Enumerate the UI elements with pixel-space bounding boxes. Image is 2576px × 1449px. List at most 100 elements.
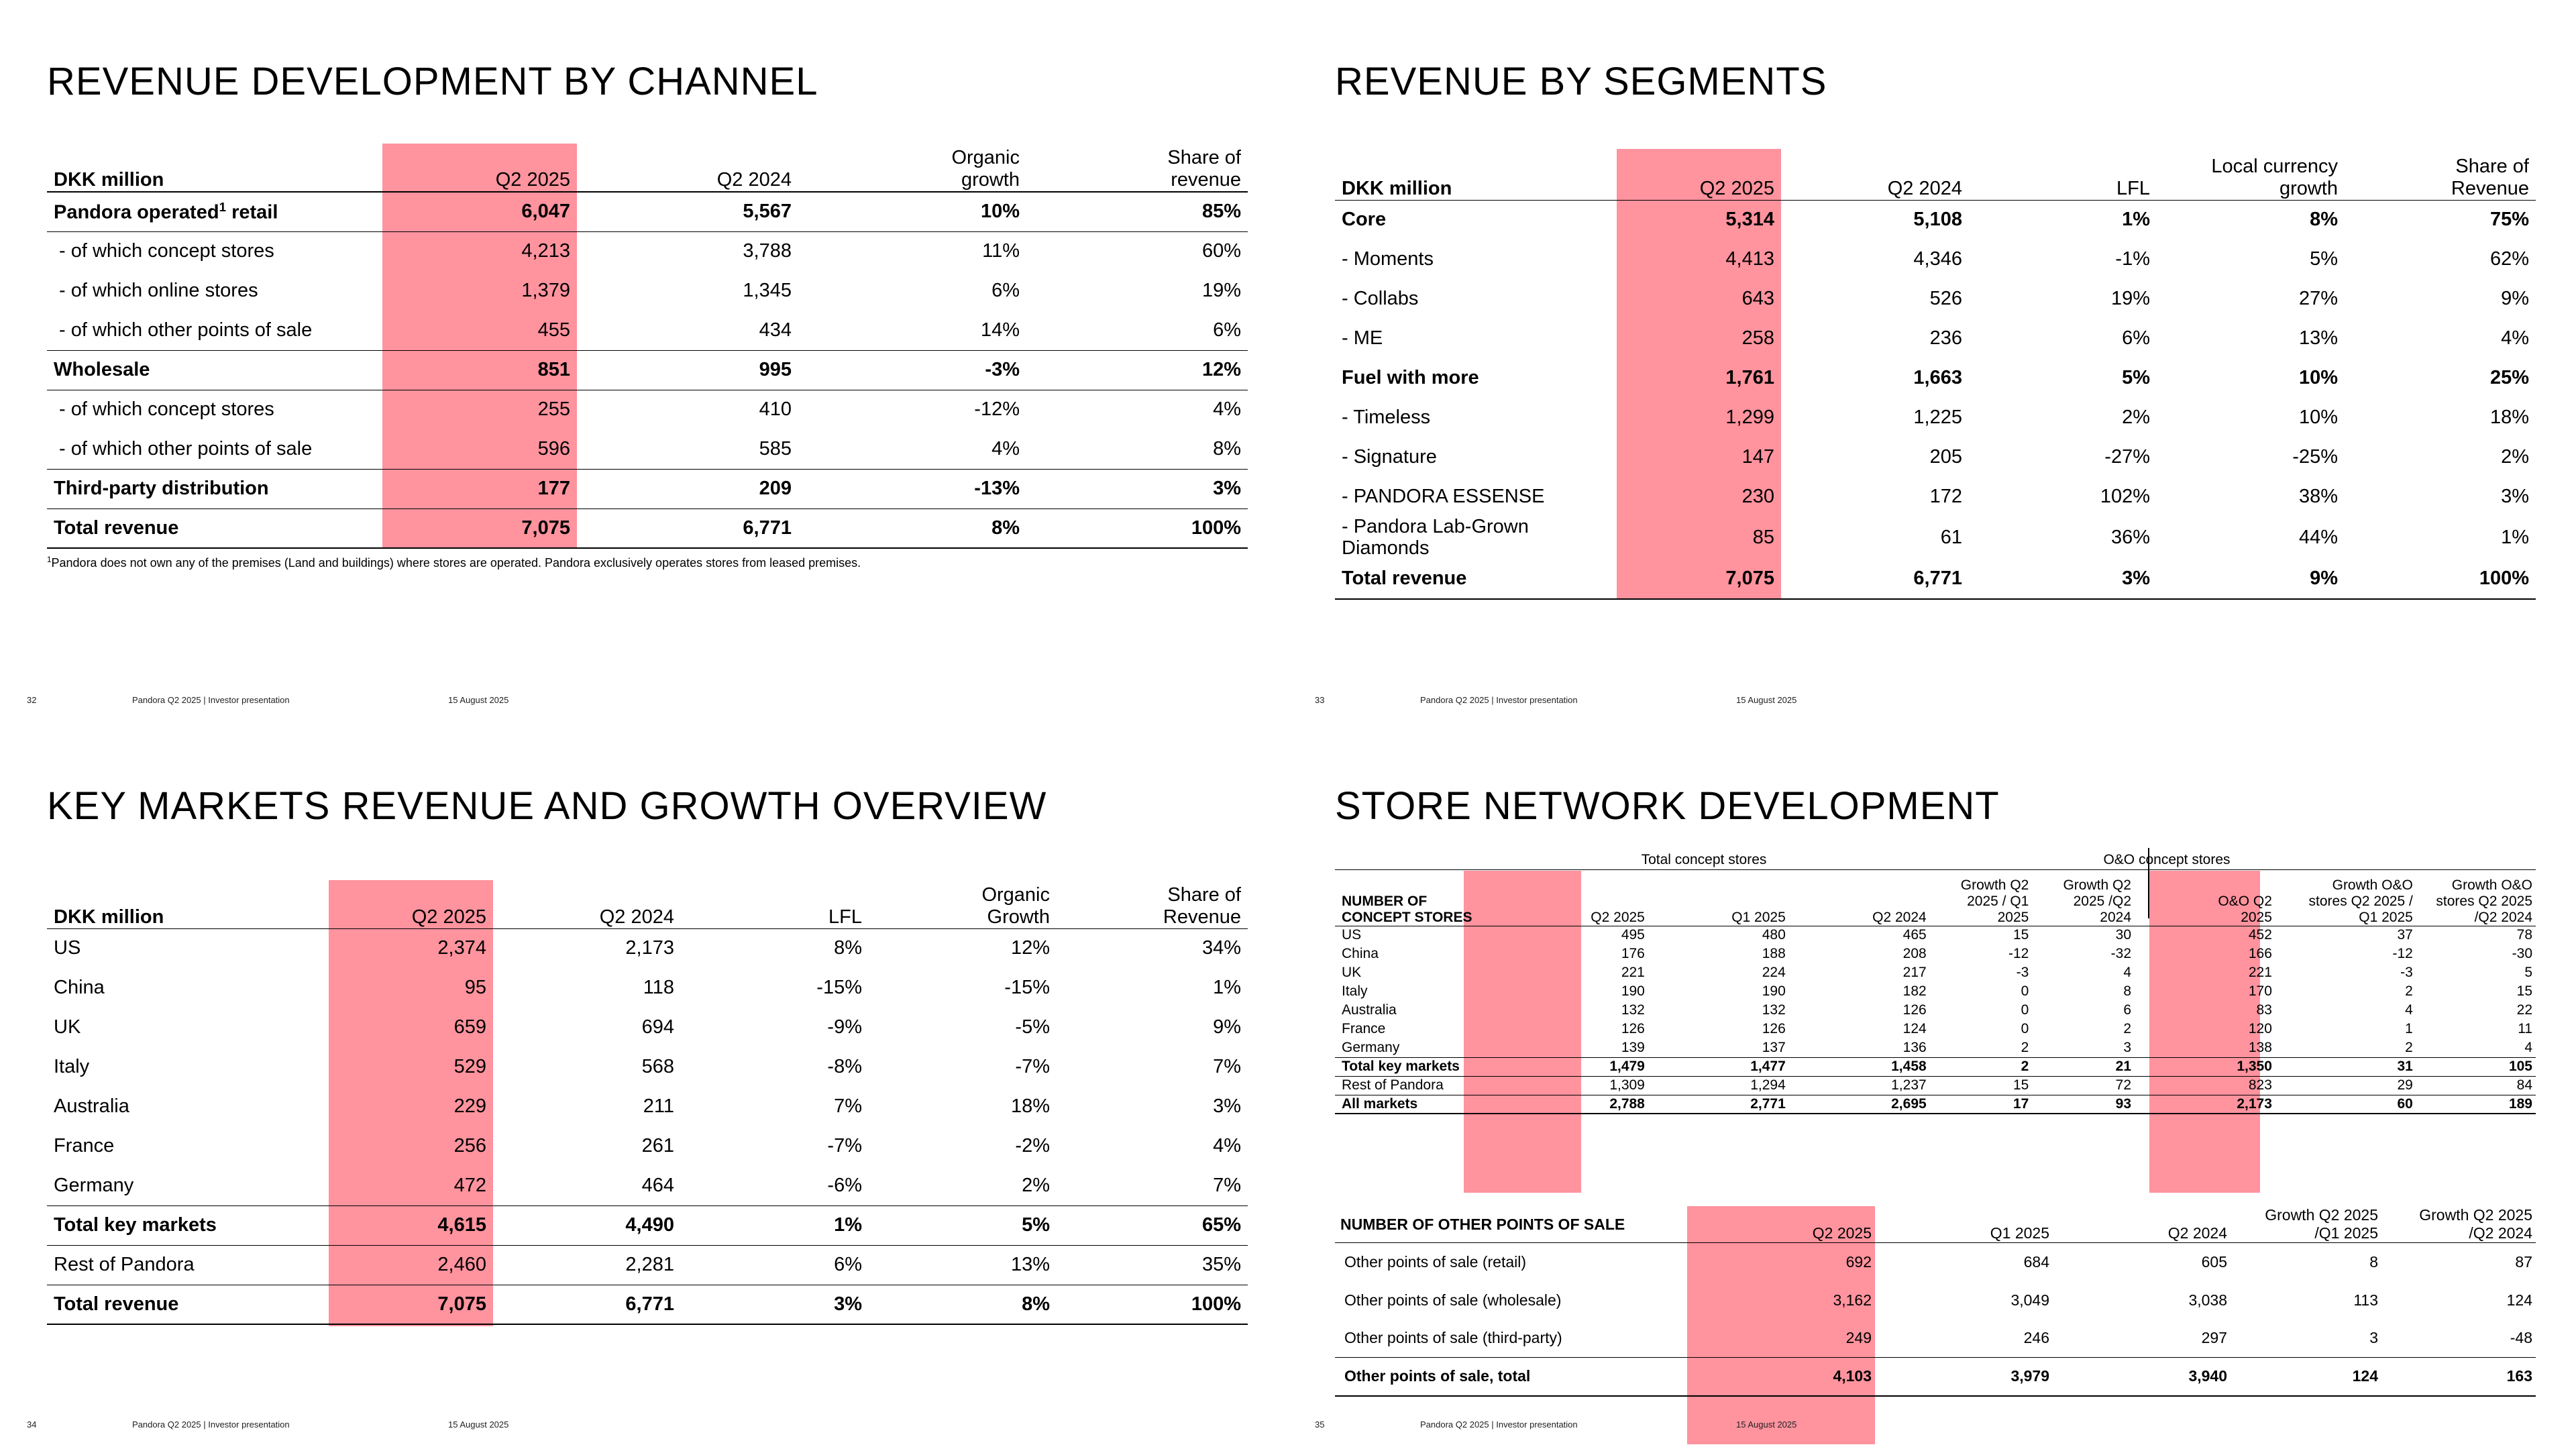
footer-date: 15 August 2025 (1736, 695, 1797, 705)
row-label: All markets (1335, 1095, 1499, 1114)
row-label-text: Wholesale (54, 359, 150, 380)
table-cell: -3 (2016, 965, 2029, 980)
row-label-text: Australia (54, 1095, 129, 1117)
header-dkk-million: DKK million (1342, 177, 1452, 199)
row-label-text: Other points of sale (retail) (1344, 1252, 1527, 1271)
table-cell: 8 (2123, 983, 2131, 999)
table-row: Core 5,314 5,108 1% 8% 75% (1335, 200, 2536, 239)
table-cell: 684 (2023, 1252, 2049, 1271)
table-cell: -25% (2292, 446, 2338, 468)
row-label-text: UK (54, 1016, 81, 1038)
row-label-text: Total revenue (54, 517, 179, 539)
row-label: China (1335, 945, 1499, 963)
table-cell: 2,173 (2237, 1095, 2272, 1112)
highlight-column (382, 144, 577, 549)
table-cell: 230 (1741, 486, 1774, 507)
table-cell: 124 (2352, 1367, 2378, 1385)
row-label-text: Rest of Pandora (1342, 1077, 1444, 1093)
table-row: Fuel with more 1,761 1,663 5% 10% 25% (1335, 358, 2536, 398)
table-row: Italy 529 568 -8% -7% 7% (47, 1047, 1248, 1087)
table-cell: 851 (537, 359, 570, 380)
table-cell: 258 (1741, 327, 1774, 349)
header-organic-growth: Organic Growth (981, 883, 1050, 928)
table-cell: 93 (2115, 1095, 2131, 1112)
table-cell: 10% (2298, 367, 2338, 388)
table-row: Third-party distribution 177 209 -13% 3% (47, 469, 1248, 508)
table-cell: 170 (2248, 983, 2272, 999)
table-cell: 261 (641, 1135, 674, 1157)
table-row: UK 659 694 -9% -5% 9% (47, 1008, 1248, 1047)
table-cell: 30 (2115, 927, 2131, 943)
table-cell: 1 (2405, 1021, 2413, 1036)
row-label-text: Total key markets (54, 1214, 217, 1236)
table-cell: 35% (1201, 1254, 1241, 1275)
table-cell: 249 (1845, 1329, 1872, 1347)
table-cell: 37 (2397, 927, 2413, 943)
table-cell: 11 (2518, 1021, 2532, 1036)
table-cell: 2% (2501, 446, 2529, 468)
slide-title: REVENUE DEVELOPMENT BY CHANNEL (47, 60, 818, 103)
row-label: US (47, 928, 329, 968)
table-cell: 5 (2524, 965, 2532, 980)
table-cell: 0 (2021, 1021, 2029, 1036)
row-label-text: China (1342, 946, 1379, 961)
highlight-column-oo-q2-2025 (2149, 871, 2260, 1193)
table-cell: 75% (2489, 209, 2529, 231)
header-growth-oo-q2-q1: Growth O&O stores Q2 2025 / Q1 2025 (2308, 877, 2413, 925)
table-cell: 452 (2248, 927, 2272, 943)
table-cell: 12% (1010, 937, 1050, 959)
table-cell: 95 (464, 977, 486, 998)
table-cell: 190 (1621, 983, 1645, 999)
row-label: Rest of Pandora (47, 1245, 329, 1285)
table-cell: -1% (2115, 248, 2150, 270)
table-row: France 126 126 124 0 2 120 1 11 (1335, 1020, 2536, 1038)
table-cell: 3% (1213, 478, 1241, 499)
table-cell: 2% (2122, 407, 2150, 428)
table-cell: 1,237 (1891, 1077, 1927, 1093)
slide-revenue-by-channel: REVENUE DEVELOPMENT BY CHANNEL DKK milli… (0, 0, 1288, 724)
table-cell: -48 (2510, 1329, 2532, 1347)
footer-text: Pandora Q2 2025 | Investor presentation (132, 1419, 290, 1430)
table-cell: 6% (1213, 319, 1241, 341)
table-cell: -5% (1015, 1016, 1050, 1038)
row-label: - ME (1335, 319, 1617, 358)
table-cell: 255 (537, 398, 570, 421)
table-cell: -6% (827, 1174, 862, 1196)
table-cell: 3% (2122, 568, 2150, 590)
table-cell: 120 (2248, 1021, 2272, 1036)
header-q1-2025: Q1 2025 (1731, 909, 1786, 925)
table-cell: 455 (537, 319, 570, 341)
table-cell: 208 (1902, 946, 1927, 961)
table-cell: 0 (2021, 1002, 2029, 1018)
table-cell: -9% (827, 1016, 862, 1038)
table-cell: 529 (453, 1056, 486, 1077)
table-cell: -12 (2008, 946, 2029, 961)
other-points-of-sale-table: NUMBER OF OTHER POINTS OF SALE Q2 2025 Q… (1335, 1206, 2536, 1397)
table-cell: 4,346 (1913, 248, 1962, 270)
row-label: - of which concept stores (47, 390, 382, 429)
table-cell: 4% (2501, 327, 2529, 349)
slide-title: KEY MARKETS REVENUE AND GROWTH OVERVIEW (47, 784, 1047, 828)
row-label-text: Pandora operated (54, 201, 219, 223)
table-cell: 29 (2397, 1077, 2413, 1093)
table-cell: 1% (834, 1214, 862, 1236)
table-cell: 78 (2516, 927, 2532, 943)
table-cell: 139 (1621, 1039, 1645, 1055)
table-cell: 2,771 (1750, 1095, 1786, 1112)
table-cell: 3 (2369, 1329, 2378, 1347)
row-label: Germany (1335, 1038, 1499, 1057)
table-cell: 217 (1902, 965, 1927, 980)
group-top-rule (1335, 869, 2536, 870)
table-cell: -30 (2512, 946, 2532, 961)
table-cell: 6,771 (1913, 568, 1962, 590)
table-cell: 2 (2021, 1059, 2029, 1074)
table-cell: 5,567 (743, 201, 792, 223)
table-cell: 100% (2479, 568, 2529, 590)
table-row: - of which online stores 1,379 1,345 6% 19% (47, 271, 1248, 311)
footnote-ref: 1 (219, 199, 227, 214)
table-row: Wholesale 851 995 -3% 12% (47, 350, 1248, 390)
table-cell: 8% (1213, 437, 1241, 460)
table-cell: -27% (2104, 446, 2150, 468)
table-cell: 147 (1741, 446, 1774, 468)
table-cell: 34% (1201, 937, 1241, 959)
